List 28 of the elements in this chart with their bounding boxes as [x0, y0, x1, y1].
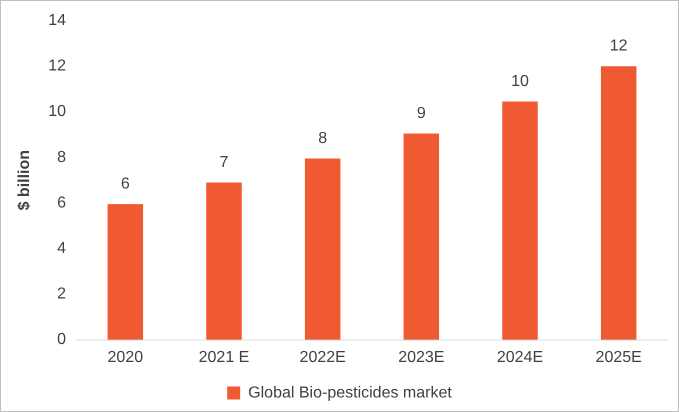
- x-tick-label: 2021 E: [198, 348, 250, 366]
- data-label: 9: [416, 104, 426, 122]
- x-tick-label: 2020: [108, 348, 144, 366]
- x-tick-label: 2022E: [300, 348, 346, 366]
- y-tick-label: 12: [48, 58, 66, 75]
- y-tick-label: 8: [57, 148, 66, 166]
- y-tick-label: 6: [57, 194, 66, 212]
- data-label: 10: [511, 72, 529, 90]
- bar: [206, 182, 242, 340]
- bar: [108, 204, 144, 340]
- y-tick-label: 2: [57, 286, 66, 303]
- data-label: 8: [318, 130, 328, 147]
- data-label: 7: [220, 154, 229, 171]
- x-tick-label: 2024E: [496, 348, 544, 366]
- x-tick-label: 2025E: [596, 348, 642, 366]
- x-tick-label: 2023E: [398, 348, 444, 366]
- y-tick-label: 0: [57, 331, 66, 348]
- data-label: 6: [120, 176, 130, 193]
- bar: [502, 102, 538, 340]
- legend-label: Global Bio-pesticides market: [248, 384, 452, 402]
- y-axis-title: $ billion: [16, 150, 34, 210]
- data-label: 12: [610, 38, 628, 55]
- y-tick-label: 4: [57, 240, 66, 258]
- bar: [600, 66, 636, 340]
- bar: [404, 133, 440, 340]
- y-tick-label: 14: [48, 12, 66, 30]
- bar: [304, 158, 340, 340]
- y-tick-label: 10: [48, 103, 66, 120]
